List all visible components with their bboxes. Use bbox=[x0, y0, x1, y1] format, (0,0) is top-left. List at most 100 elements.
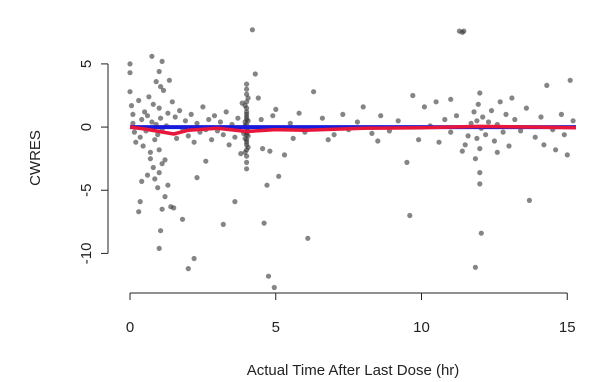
data-point bbox=[273, 106, 279, 112]
data-point bbox=[137, 134, 143, 140]
data-point bbox=[149, 53, 155, 59]
data-point bbox=[220, 132, 226, 138]
data-point bbox=[462, 142, 468, 148]
data-point bbox=[541, 142, 547, 148]
data-point bbox=[503, 111, 509, 117]
data-point bbox=[512, 116, 518, 123]
data-point bbox=[532, 134, 538, 140]
data-point bbox=[472, 264, 478, 270]
data-point bbox=[185, 266, 191, 272]
data-point bbox=[131, 129, 137, 135]
data-point bbox=[518, 128, 524, 134]
data-point bbox=[155, 185, 161, 191]
data-point bbox=[162, 194, 168, 200]
data-point bbox=[500, 129, 506, 135]
data-point bbox=[194, 120, 200, 126]
data-point bbox=[147, 156, 153, 162]
data-point bbox=[461, 28, 467, 34]
data-point bbox=[139, 178, 145, 184]
data-point bbox=[152, 137, 158, 143]
data-point bbox=[133, 139, 139, 145]
data-point bbox=[169, 99, 175, 105]
data-point bbox=[203, 158, 209, 164]
data-point bbox=[271, 284, 277, 291]
data-point bbox=[139, 116, 145, 123]
data-point bbox=[296, 110, 302, 116]
data-point bbox=[523, 105, 530, 111]
data-point bbox=[137, 199, 143, 205]
data-point bbox=[200, 104, 206, 110]
data-point bbox=[235, 115, 241, 121]
data-point bbox=[433, 99, 439, 105]
data-point bbox=[149, 119, 155, 125]
data-point bbox=[453, 113, 460, 119]
y-tick-label: -10 bbox=[78, 243, 95, 265]
data-point bbox=[171, 205, 177, 211]
data-point bbox=[160, 87, 167, 93]
data-point bbox=[325, 137, 331, 143]
data-point bbox=[340, 111, 346, 117]
points-layer bbox=[127, 27, 576, 291]
data-point bbox=[177, 108, 183, 114]
data-point bbox=[319, 115, 325, 121]
data-point bbox=[567, 77, 573, 83]
data-point bbox=[127, 70, 133, 76]
data-point bbox=[244, 166, 250, 172]
data-point bbox=[471, 109, 477, 115]
data-point bbox=[448, 96, 454, 102]
data-point bbox=[404, 159, 410, 165]
data-point bbox=[564, 152, 570, 158]
data-point bbox=[244, 159, 250, 165]
data-point bbox=[311, 89, 317, 95]
axes-layer: 0 5 10 15 -10 -5 0 5 bbox=[78, 60, 576, 336]
data-point bbox=[260, 146, 266, 152]
data-point bbox=[188, 111, 194, 117]
data-point bbox=[474, 135, 480, 141]
data-point bbox=[494, 149, 500, 155]
y-axis-title: CWRES bbox=[27, 130, 44, 186]
data-point bbox=[509, 95, 515, 101]
data-point bbox=[242, 103, 248, 109]
data-point bbox=[477, 90, 483, 96]
data-point bbox=[477, 181, 483, 187]
y-tick-label: -5 bbox=[78, 184, 95, 197]
data-point bbox=[166, 77, 172, 83]
data-point bbox=[244, 109, 250, 115]
data-point bbox=[485, 119, 492, 125]
data-point bbox=[369, 130, 375, 136]
data-point bbox=[130, 120, 136, 126]
data-point bbox=[144, 113, 151, 119]
data-point bbox=[127, 61, 133, 67]
data-point bbox=[172, 114, 178, 120]
data-point bbox=[206, 116, 212, 123]
data-point bbox=[264, 182, 270, 188]
data-point bbox=[477, 170, 483, 176]
data-point bbox=[209, 137, 215, 143]
data-point bbox=[146, 94, 152, 100]
data-point bbox=[570, 118, 576, 124]
data-point bbox=[140, 143, 146, 149]
data-point bbox=[136, 97, 142, 104]
data-point bbox=[442, 116, 448, 123]
data-point bbox=[174, 135, 180, 141]
data-point bbox=[238, 151, 244, 157]
data-point bbox=[223, 109, 229, 115]
data-point bbox=[561, 132, 567, 138]
data-point bbox=[232, 134, 238, 140]
data-point bbox=[468, 120, 474, 126]
data-point bbox=[153, 79, 159, 85]
data-point bbox=[242, 119, 248, 125]
data-point bbox=[261, 220, 267, 226]
data-point bbox=[245, 95, 251, 101]
data-point bbox=[244, 86, 250, 92]
data-point bbox=[478, 230, 484, 236]
data-point bbox=[480, 114, 486, 120]
data-point bbox=[165, 182, 171, 188]
data-point bbox=[354, 119, 360, 125]
data-point bbox=[255, 95, 261, 101]
data-point bbox=[407, 212, 413, 219]
data-point bbox=[245, 144, 251, 150]
data-point bbox=[421, 104, 427, 110]
x-tick-label: 10 bbox=[413, 319, 430, 336]
smooth-line bbox=[129, 124, 577, 136]
